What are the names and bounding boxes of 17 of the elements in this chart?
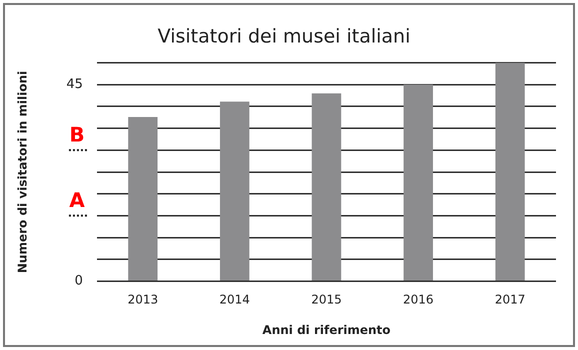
bar: [495, 62, 525, 280]
y-tick-label: 0: [74, 274, 83, 289]
chart-title: Visitatori dei musei italiani: [158, 25, 410, 48]
bar: [128, 116, 158, 280]
bar: [312, 93, 342, 280]
x-tick-label: 2016: [403, 292, 434, 307]
y-axis-title: Numero di visitatori in milioni: [15, 70, 30, 274]
bar: [220, 102, 250, 280]
x-tick-label: 2015: [311, 292, 342, 307]
x-tick-label: 2014: [219, 292, 250, 307]
ref-line-label: B: [69, 122, 85, 146]
x-axis-title: Anni di riferimento: [262, 322, 391, 337]
y-tick-label: 45: [66, 77, 83, 92]
ref-line-label: A: [69, 188, 86, 212]
bar: [404, 84, 433, 280]
x-tick-label: 2017: [494, 292, 526, 307]
x-tick-label: 2013: [128, 292, 158, 307]
